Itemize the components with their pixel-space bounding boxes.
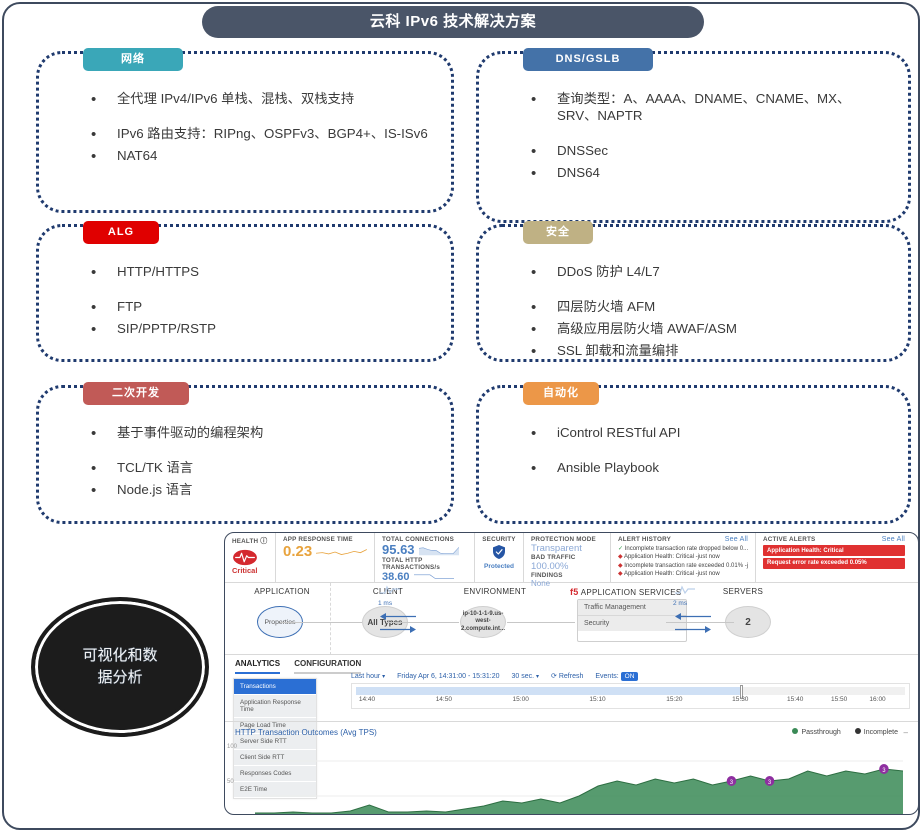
svg-text:3: 3 xyxy=(768,780,771,786)
svg-text:3: 3 xyxy=(730,780,733,786)
svg-text:3: 3 xyxy=(882,768,885,774)
